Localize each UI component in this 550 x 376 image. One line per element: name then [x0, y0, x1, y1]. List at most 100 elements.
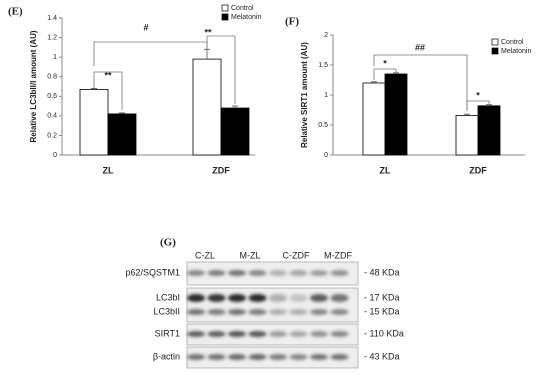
lane-label: C-ZDF [283, 250, 310, 260]
annotation: ** [104, 70, 112, 80]
blot-band [289, 270, 308, 276]
annotation: # [143, 22, 148, 32]
blot-band [330, 354, 349, 360]
blot-band [228, 331, 246, 337]
y-axis-label: Relative SIRT1 amount (AU) [300, 42, 309, 148]
error-bar [232, 105, 238, 109]
blot-band [310, 294, 328, 302]
bar [79, 89, 109, 156]
legend-swatch [221, 4, 229, 12]
lane-label: C-ZL [195, 250, 215, 260]
y-tick-label: 1 [53, 54, 57, 61]
blot-band [248, 270, 267, 276]
y-axis-label: Relative LC3bII/I amount (AU) [29, 30, 38, 142]
blot-band [187, 270, 205, 276]
y-tick-label: 0.8 [47, 74, 57, 81]
y-tick-label: 1.5 [318, 62, 328, 69]
blot-band [330, 270, 349, 276]
blot-band [228, 354, 246, 360]
significance-bracket [373, 54, 468, 110]
y-tick-label: 0.4 [47, 113, 57, 120]
blot-band [289, 354, 308, 360]
row-label: SIRT1 [155, 328, 180, 338]
bar [384, 73, 408, 156]
x-tick-label: ZDF [212, 165, 230, 175]
blot-band [207, 270, 226, 276]
blot-band [187, 354, 205, 360]
blot-band [207, 294, 226, 302]
blot-band [248, 309, 267, 315]
blot-band [310, 270, 328, 276]
lane-label: M-ZDF [324, 250, 352, 260]
y-tick-label: 1.2 [47, 34, 57, 41]
annotation: ## [415, 42, 425, 52]
row-label: LC3bI [156, 292, 180, 302]
y-tick-label: 0 [53, 152, 57, 159]
blot-band [187, 331, 205, 337]
row-label: LC3bII [153, 306, 180, 316]
significance-bracket [93, 71, 123, 110]
annotation: * [476, 90, 480, 100]
y-tick-label: 1.4 [47, 15, 57, 22]
error-bar [393, 72, 399, 74]
bar [477, 105, 501, 156]
blot-band [330, 331, 349, 337]
bar [192, 58, 222, 156]
blot-band [310, 309, 328, 315]
y-tick-label: 0.2 [47, 132, 57, 139]
blot-band [228, 270, 246, 276]
blot-band [269, 309, 287, 315]
blot-band [269, 270, 287, 276]
panel-label: (F) [285, 16, 299, 28]
size-label: - 110 KDa [364, 328, 404, 338]
size-label: - 48 KDa [364, 267, 400, 277]
size-label: - 43 KDa [364, 351, 400, 361]
legend-label: Melatonin [231, 14, 261, 21]
error-bar [371, 81, 377, 83]
blot-band [330, 294, 349, 302]
size-label: - 17 KDa [364, 292, 400, 302]
annotation: * [383, 58, 387, 68]
blot-band [248, 331, 267, 337]
blot-band [289, 309, 308, 315]
row-label: β-actin [153, 351, 180, 361]
legend-label: Control [231, 5, 254, 12]
lane-label: M-ZL [240, 250, 261, 260]
blot-band [310, 354, 328, 360]
blot-band [207, 309, 226, 315]
bar [455, 115, 479, 156]
blot-band [228, 309, 246, 315]
x-tick-label: ZDF [469, 165, 487, 175]
blot-band [207, 331, 226, 337]
blot-band [269, 354, 287, 360]
y-tick-label: 0 [324, 152, 328, 159]
blot-band [207, 354, 226, 360]
blot-band [248, 294, 267, 302]
legend-swatch [491, 38, 499, 46]
y-tick-label: 0.5 [318, 122, 328, 129]
bar [220, 107, 250, 156]
bar [107, 113, 137, 156]
blot-band [310, 331, 328, 337]
blot-band [187, 309, 205, 315]
panel-label: (E) [8, 6, 23, 18]
significance-bracket [206, 35, 236, 104]
blot-band [269, 294, 287, 302]
blot-band [330, 309, 349, 315]
blot-band [228, 294, 246, 302]
error-bar [91, 88, 97, 90]
legend-label: Control [501, 39, 524, 46]
y-tick-label: 0.6 [47, 93, 57, 100]
error-bar [464, 113, 470, 116]
panel-label: (G) [160, 237, 176, 249]
x-tick-label: ZL [380, 165, 391, 175]
legend-swatch [491, 47, 499, 55]
blot-band [187, 294, 205, 302]
size-label: - 15 KDa [364, 306, 400, 316]
row-label: p62/SQSTM1 [125, 267, 180, 277]
significance-bracket [466, 100, 490, 111]
annotation: ** [204, 27, 212, 37]
error-bar [119, 112, 125, 114]
blot-band [269, 331, 287, 337]
